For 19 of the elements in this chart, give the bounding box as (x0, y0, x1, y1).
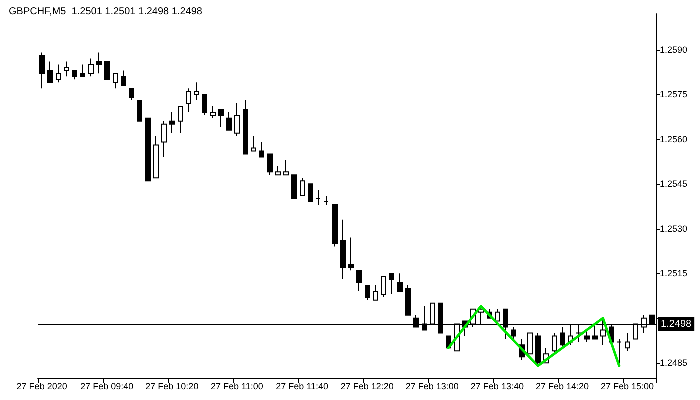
x-tick-label: 27 Feb 11:00 (211, 382, 264, 392)
x-tick-label: 27 Feb 13:40 (470, 382, 524, 392)
y-tick-label: 1.2575 (660, 90, 688, 100)
x-tick-label: 27 Feb 12:20 (340, 382, 394, 392)
x-tick-label: 27 Feb 10:20 (146, 382, 199, 392)
y-tick-label: 1.2485 (660, 358, 688, 368)
x-tick-label: 27 Feb 13:00 (406, 382, 459, 392)
y-tick-label: 1.2515 (660, 268, 688, 279)
x-tick-label: 27 Feb 2020 (16, 382, 68, 392)
y-tick-label: 1.2560 (660, 134, 688, 144)
ref-line-label: 1.2498 (661, 318, 692, 330)
y-tick-label: 1.2590 (660, 44, 688, 55)
y-tick-label: 1.2545 (660, 179, 688, 190)
chart-title: GBPCHF,M5 1.2501 1.2501 1.2498 1.2498 (9, 6, 203, 18)
x-tick-label: 27 Feb 15:00 (601, 382, 654, 392)
x-tick-label: 27 Feb 14:20 (536, 382, 590, 392)
x-tick-label: 27 Feb 09:40 (80, 382, 134, 392)
y-tick-label: 1.2530 (660, 224, 688, 234)
x-tick-label: 27 Feb 11:40 (276, 382, 328, 392)
